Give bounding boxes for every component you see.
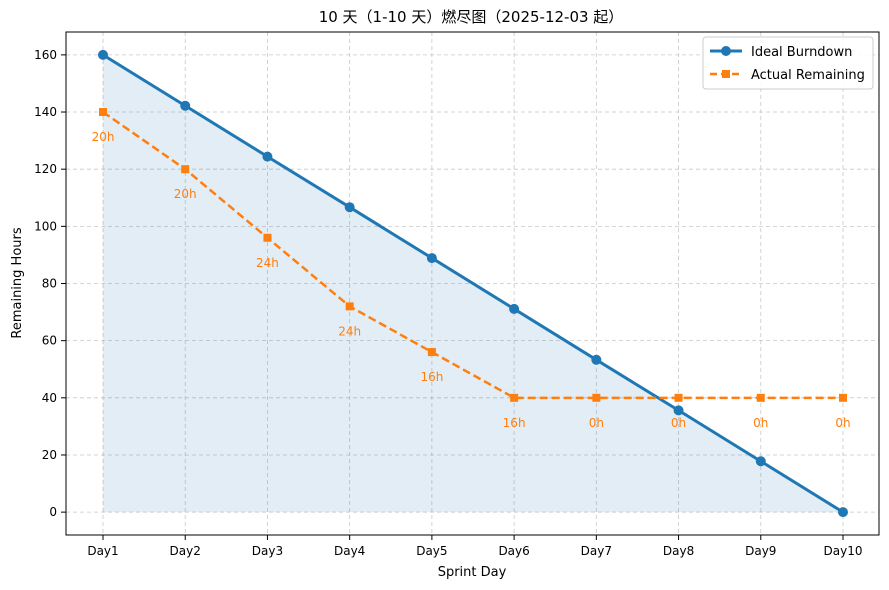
actual-data-label: 0h — [753, 416, 768, 430]
x-tick-label: Day9 — [745, 544, 776, 558]
actual-point — [99, 108, 107, 117]
y-tick-label: 140 — [34, 105, 57, 119]
actual-point — [839, 393, 847, 402]
actual-point — [181, 165, 190, 174]
legend-box — [702, 36, 874, 90]
y-tick-label: 100 — [34, 219, 57, 233]
actual-point — [674, 393, 683, 402]
actual-point — [427, 348, 436, 357]
x-tick-label: Day3 — [252, 544, 283, 558]
y-tick-label: 80 — [42, 277, 57, 291]
actual-data-label: 20h — [92, 130, 115, 144]
x-tick-label: Day2 — [170, 544, 201, 558]
x-tick-label: Day10 — [824, 544, 863, 558]
legend: Ideal Burndown Actual Remaining — [702, 36, 874, 90]
chart-title: 10 天（1-10 天）燃尽图（2025-12-03 起） — [319, 8, 624, 26]
actual-point — [345, 302, 354, 311]
actual-point — [263, 233, 272, 242]
actual-data-label: 24h — [338, 324, 361, 338]
actual-point — [756, 393, 765, 402]
actual-remaining-line — [102, 110, 843, 400]
actual-data-label: 24h — [256, 256, 279, 270]
actual-data-label: 16h — [503, 416, 526, 430]
y-tick-label: 160 — [34, 48, 57, 62]
actual-data-label: 20h — [174, 187, 197, 201]
ideal-point — [755, 456, 766, 467]
x-tick-label: Day8 — [663, 544, 694, 558]
legend-actual-marker — [722, 70, 730, 78]
x-axis-ticks: Day1 Day2 Day3 Day4 Day5 Day6 Day7 Day8 Day9 Day1… — [87, 535, 862, 558]
actual-data-label: 0h — [835, 416, 850, 430]
ideal-point — [262, 151, 273, 162]
y-tick-label: 60 — [42, 334, 57, 348]
ideal-point — [180, 100, 191, 111]
ideal-point — [426, 253, 437, 264]
actual-point — [510, 393, 519, 402]
actual-data-label: 16h — [420, 370, 443, 384]
actual-point — [592, 393, 601, 402]
x-tick-label: Day4 — [334, 544, 365, 558]
y-tick-label: 20 — [42, 448, 57, 462]
ideal-point — [344, 202, 355, 213]
ideal-burndown-line — [102, 53, 844, 514]
actual-data-label: 0h — [589, 416, 604, 430]
ideal-point — [98, 49, 108, 60]
ideal-point — [509, 303, 520, 314]
actual-data-label: 0h — [671, 416, 686, 430]
data-labels: 20h 20h 24h 24h 16h 16h 0h 0h 0h 0h — [92, 130, 851, 430]
x-tick-label: Day1 — [87, 544, 118, 558]
y-tick-label: 120 — [34, 162, 57, 176]
series-markers — [98, 49, 848, 518]
ideal-point — [591, 354, 602, 365]
series-lines — [102, 53, 844, 514]
legend-ideal-marker — [721, 46, 731, 56]
x-tick-label: Day7 — [581, 544, 612, 558]
legend-ideal-label: Ideal Burndown — [751, 45, 852, 60]
y-tick-label: 40 — [42, 391, 57, 405]
ideal-point — [838, 507, 848, 518]
y-axis-ticks: 0 20 40 60 80 100 120 140 160 — [34, 48, 66, 519]
y-tick-label: 0 — [49, 505, 57, 519]
x-tick-label: Day6 — [498, 544, 529, 558]
legend-actual-label: Actual Remaining — [751, 68, 865, 83]
y-axis-title: Remaining Hours — [10, 227, 25, 338]
x-axis-title: Sprint Day — [438, 565, 507, 580]
x-tick-label: Day5 — [416, 544, 447, 558]
ideal-point — [673, 405, 684, 416]
